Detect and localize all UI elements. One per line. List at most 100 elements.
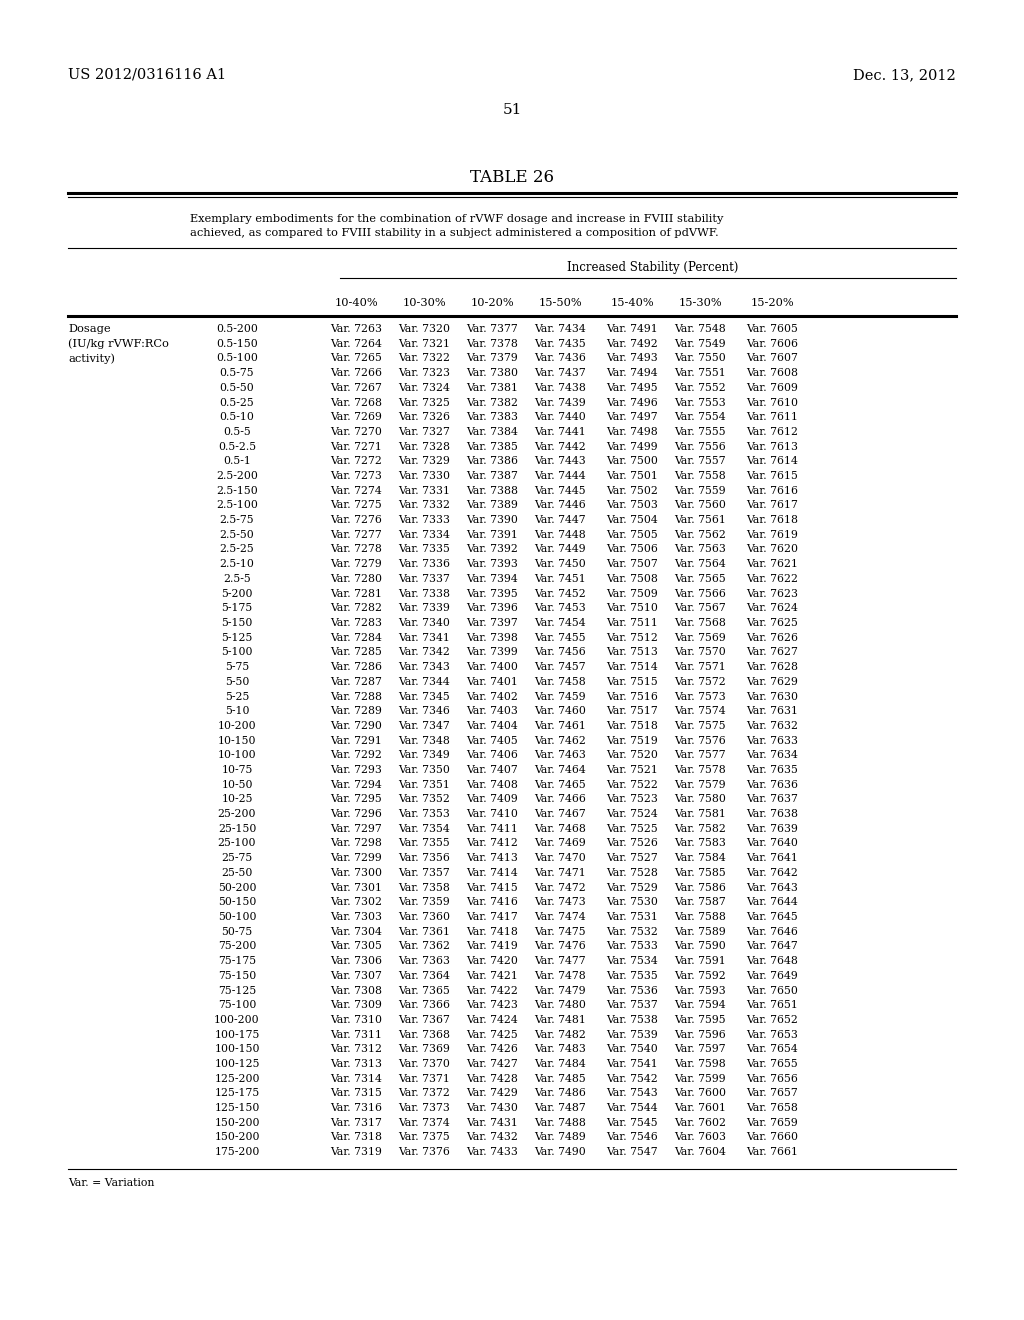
Text: Var. 7558: Var. 7558	[674, 471, 726, 480]
Text: Var. 7294: Var. 7294	[330, 780, 382, 789]
Text: Var. 7644: Var. 7644	[746, 898, 798, 907]
Text: Var. 7463: Var. 7463	[535, 750, 586, 760]
Text: Var. 7400: Var. 7400	[466, 663, 518, 672]
Text: Var. 7505: Var. 7505	[606, 529, 657, 540]
Text: Var. 7587: Var. 7587	[674, 898, 726, 907]
Text: Var. 7636: Var. 7636	[746, 780, 798, 789]
Text: Var. 7488: Var. 7488	[535, 1118, 586, 1127]
Text: Var. 7551: Var. 7551	[674, 368, 726, 378]
Text: 2.5-5: 2.5-5	[223, 574, 251, 583]
Text: Var. 7370: Var. 7370	[398, 1059, 450, 1069]
Text: 0.5-100: 0.5-100	[216, 354, 258, 363]
Text: Var. 7661: Var. 7661	[746, 1147, 798, 1158]
Text: Var. 7430: Var. 7430	[466, 1104, 518, 1113]
Text: Var. 7560: Var. 7560	[674, 500, 726, 511]
Text: Var. 7554: Var. 7554	[674, 412, 726, 422]
Text: US 2012/0316116 A1: US 2012/0316116 A1	[68, 69, 226, 82]
Text: Var. 7447: Var. 7447	[535, 515, 586, 525]
Text: Var. 7345: Var. 7345	[398, 692, 450, 701]
Text: Var. 7627: Var. 7627	[746, 647, 798, 657]
Text: Var. 7359: Var. 7359	[398, 898, 450, 907]
Text: Var. 7474: Var. 7474	[535, 912, 586, 921]
Text: Var. 7608: Var. 7608	[746, 368, 798, 378]
Text: Var. 7343: Var. 7343	[398, 663, 450, 672]
Text: Var. 7544: Var. 7544	[606, 1104, 657, 1113]
Text: Var. 7555: Var. 7555	[674, 426, 726, 437]
Text: Var. 7342: Var. 7342	[398, 647, 450, 657]
Text: Var. 7276: Var. 7276	[330, 515, 382, 525]
Text: 75-150: 75-150	[218, 970, 256, 981]
Text: Var. 7617: Var. 7617	[746, 500, 798, 511]
Text: Var. 7515: Var. 7515	[606, 677, 657, 686]
Text: 175-200: 175-200	[214, 1147, 260, 1158]
Text: Var. 7436: Var. 7436	[535, 354, 586, 363]
Text: Var. 7533: Var. 7533	[606, 941, 658, 952]
Text: Var. 7386: Var. 7386	[466, 457, 518, 466]
Text: Var. 7469: Var. 7469	[535, 838, 586, 849]
Text: Var. 7604: Var. 7604	[674, 1147, 726, 1158]
Text: Var. 7490: Var. 7490	[535, 1147, 586, 1158]
Text: Var. 7616: Var. 7616	[746, 486, 798, 496]
Text: Var. 7327: Var. 7327	[398, 426, 450, 437]
Text: Var. 7454: Var. 7454	[535, 618, 586, 628]
Text: Var. 7582: Var. 7582	[674, 824, 726, 834]
Text: Var. 7605: Var. 7605	[746, 323, 798, 334]
Text: Var. 7633: Var. 7633	[746, 735, 798, 746]
Text: Var. 7390: Var. 7390	[466, 515, 518, 525]
Text: 0.5-25: 0.5-25	[219, 397, 254, 408]
Text: Var. 7642: Var. 7642	[746, 869, 798, 878]
Text: Var. 7385: Var. 7385	[466, 442, 518, 451]
Text: Var. 7656: Var. 7656	[746, 1073, 798, 1084]
Text: (IU/kg rVWF:RCo: (IU/kg rVWF:RCo	[68, 338, 169, 348]
Text: 10-40%: 10-40%	[334, 298, 378, 308]
Text: Var. 7269: Var. 7269	[330, 412, 382, 422]
Text: Var. 7503: Var. 7503	[606, 500, 658, 511]
Text: Var. 7481: Var. 7481	[535, 1015, 586, 1024]
Text: activity): activity)	[68, 354, 115, 364]
Text: Var. 7316: Var. 7316	[330, 1104, 382, 1113]
Text: Var. 7526: Var. 7526	[606, 838, 658, 849]
Text: 2.5-75: 2.5-75	[220, 515, 254, 525]
Text: 10-200: 10-200	[218, 721, 256, 731]
Text: Var. 7562: Var. 7562	[674, 529, 726, 540]
Text: Var. 7323: Var. 7323	[398, 368, 450, 378]
Text: Var. 7460: Var. 7460	[535, 706, 586, 717]
Text: 10-150: 10-150	[218, 735, 256, 746]
Text: Var. 7611: Var. 7611	[746, 412, 798, 422]
Text: Var. 7482: Var. 7482	[535, 1030, 586, 1040]
Text: Var. 7623: Var. 7623	[746, 589, 798, 598]
Text: Var. 7388: Var. 7388	[466, 486, 518, 496]
Text: Var. 7367: Var. 7367	[398, 1015, 450, 1024]
Text: Var. 7523: Var. 7523	[606, 795, 658, 804]
Text: Var. 7658: Var. 7658	[746, 1104, 798, 1113]
Text: 25-75: 25-75	[221, 853, 253, 863]
Text: Var. 7615: Var. 7615	[746, 471, 798, 480]
Text: Var. 7339: Var. 7339	[398, 603, 450, 614]
Text: 125-150: 125-150	[214, 1104, 260, 1113]
Text: Var. 7514: Var. 7514	[606, 663, 657, 672]
Text: Var. 7578: Var. 7578	[674, 766, 726, 775]
Text: Var. 7338: Var. 7338	[398, 589, 450, 598]
Text: 50-150: 50-150	[218, 898, 256, 907]
Text: Var. 7267: Var. 7267	[330, 383, 382, 393]
Text: Var. 7330: Var. 7330	[398, 471, 450, 480]
Text: Var. 7484: Var. 7484	[535, 1059, 586, 1069]
Text: Var. 7347: Var. 7347	[398, 721, 450, 731]
Text: Var. 7634: Var. 7634	[746, 750, 798, 760]
Text: Var. 7358: Var. 7358	[398, 883, 450, 892]
Text: Var. 7281: Var. 7281	[330, 589, 382, 598]
Text: Var. 7537: Var. 7537	[606, 1001, 657, 1010]
Text: Var. 7420: Var. 7420	[466, 956, 518, 966]
Text: Var. 7314: Var. 7314	[330, 1073, 382, 1084]
Text: 5-50: 5-50	[225, 677, 249, 686]
Text: Var. 7411: Var. 7411	[466, 824, 518, 834]
Text: Var. 7573: Var. 7573	[674, 692, 726, 701]
Text: Var. 7527: Var. 7527	[606, 853, 657, 863]
Text: Var. 7288: Var. 7288	[330, 692, 382, 701]
Text: Var. 7619: Var. 7619	[746, 529, 798, 540]
Text: Var. 7437: Var. 7437	[535, 368, 586, 378]
Text: Var. 7609: Var. 7609	[746, 383, 798, 393]
Text: Var. 7645: Var. 7645	[746, 912, 798, 921]
Text: Var. 7570: Var. 7570	[674, 647, 726, 657]
Text: Var. 7498: Var. 7498	[606, 426, 657, 437]
